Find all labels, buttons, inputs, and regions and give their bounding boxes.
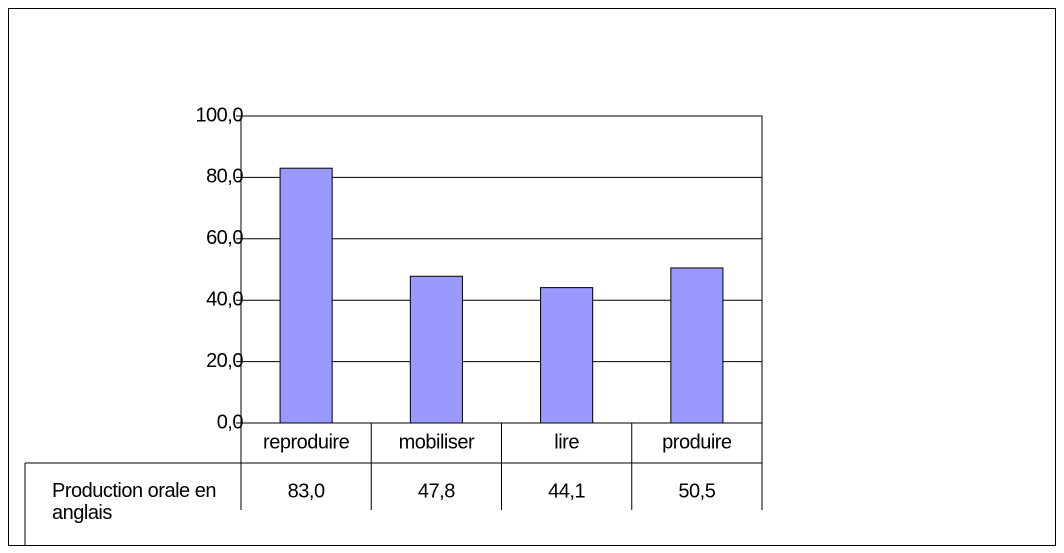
x-tick-label: mobiliser — [399, 431, 475, 453]
bar — [409, 275, 463, 424]
table-value: 50,5 — [678, 480, 715, 502]
bar — [540, 287, 594, 424]
y-tick-label: 60,0 — [206, 227, 243, 249]
y-tick-label: 0,0 — [217, 411, 244, 433]
series-name: Production orale en anglais — [52, 480, 216, 524]
x-tick-label: reproduire — [263, 431, 350, 453]
table-value: 47,8 — [418, 480, 455, 502]
table-value: 83,0 — [288, 480, 325, 502]
table-value: 44,1 — [548, 480, 585, 502]
frame — [8, 8, 1056, 546]
bar — [670, 267, 724, 424]
y-tick-label: 40,0 — [206, 288, 243, 310]
y-tick-label: 20,0 — [206, 350, 243, 372]
y-tick-label: 80,0 — [206, 166, 243, 188]
x-tick-label: lire — [554, 431, 579, 453]
x-tick-label: produire — [662, 431, 732, 453]
y-tick-label: 100,0 — [195, 104, 243, 126]
bar — [279, 167, 333, 424]
